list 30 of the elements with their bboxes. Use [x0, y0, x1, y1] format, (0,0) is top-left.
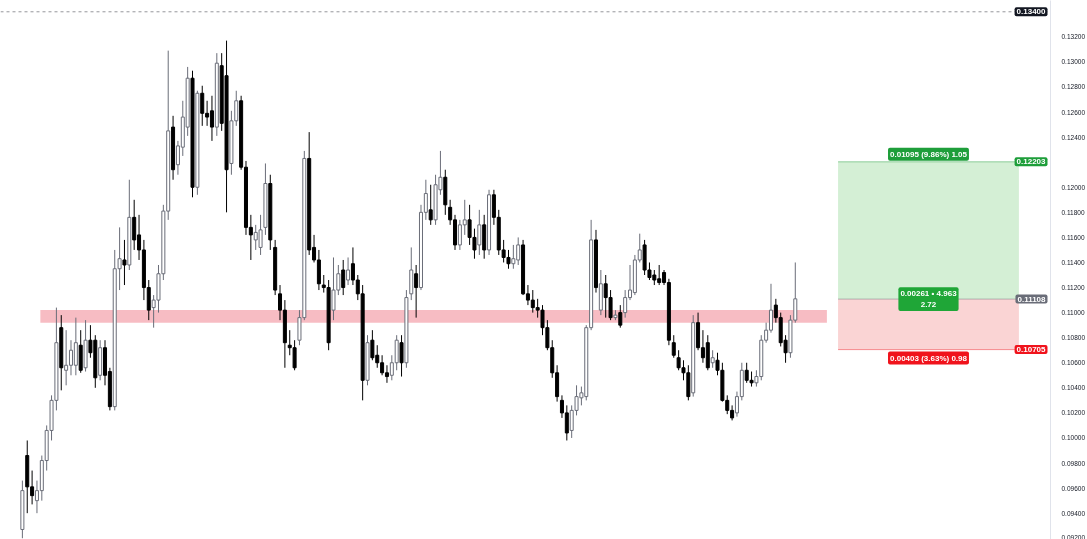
candlestick [209, 95, 214, 142]
candlestick [122, 239, 127, 286]
candlestick [346, 256, 351, 286]
band-label: 0.01095 (9.86%) 1.05 [890, 149, 968, 159]
candlestick [316, 249, 321, 291]
candlestick [258, 214, 263, 256]
candlestick [73, 317, 78, 376]
ref-line-label: 0.11108 [1017, 294, 1047, 304]
candlestick [428, 184, 433, 226]
candlestick [399, 334, 404, 378]
candlestick [384, 364, 389, 384]
candlestick [618, 304, 623, 329]
candlestick [409, 246, 414, 301]
candlestick [200, 85, 205, 127]
candlestick [414, 264, 419, 319]
band-label: 0.00403 (3.63%) 0.98 [890, 353, 968, 363]
candlestick [341, 259, 346, 296]
candlestick [511, 244, 516, 270]
candlestick [477, 209, 482, 256]
ref-line-label: 0.10705 [1016, 345, 1047, 355]
candlestick [623, 289, 628, 319]
candlestick [292, 339, 297, 371]
candlestick [370, 329, 375, 361]
ref-line-label: 0.13400 [1016, 7, 1047, 17]
candlestick [564, 404, 569, 441]
ref-line-label: 0.12203 [1016, 157, 1047, 167]
candlestick [671, 334, 676, 359]
annotation: 0.00261 • 4.963 2.72 [900, 289, 958, 309]
candlestick [64, 329, 69, 386]
candlestick [132, 199, 137, 251]
